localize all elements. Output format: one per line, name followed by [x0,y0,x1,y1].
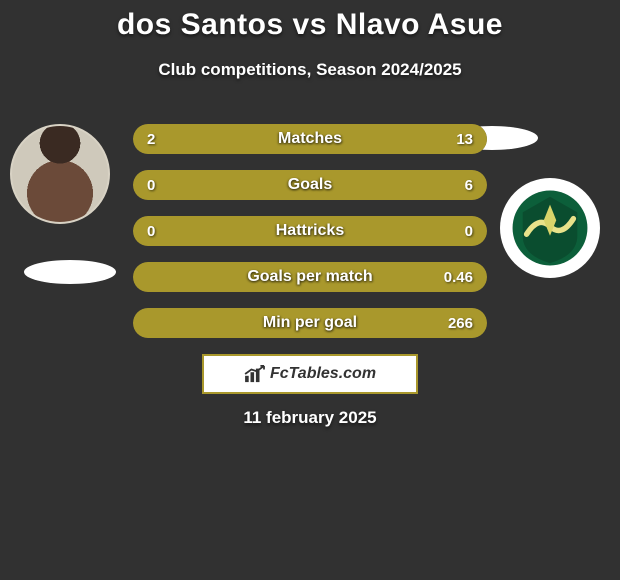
club-logo-left [24,260,116,284]
footer-date: 11 february 2025 [0,408,620,428]
stat-bar: 0.46Goals per match [133,262,487,292]
bar-label: Goals per match [133,262,487,292]
stat-bar: 00Hattricks [133,216,487,246]
page-title: dos Santos vs Nlavo Asue [0,8,620,42]
bar-label: Goals [133,170,487,200]
stat-bar: 06Goals [133,170,487,200]
comparison-infographic: dos Santos vs Nlavo Asue Club competitio… [0,0,620,580]
stat-bars: 213Matches 06Goals 00Hattricks 0.46Goals pe… [133,124,487,354]
bar-label: Matches [133,124,487,154]
attribution-badge: FcTables.com [202,354,418,394]
stat-bar: 266Min per goal [133,308,487,338]
avatar-left [10,124,110,224]
attribution-text: FcTables.com [270,365,376,383]
crest-icon [511,189,589,267]
bar-label: Hattricks [133,216,487,246]
stat-bar: 213Matches [133,124,487,154]
avatar-right [500,178,600,278]
page-subtitle: Club competitions, Season 2024/2025 [0,60,620,80]
bar-growth-icon [244,365,266,383]
bar-label: Min per goal [133,308,487,338]
